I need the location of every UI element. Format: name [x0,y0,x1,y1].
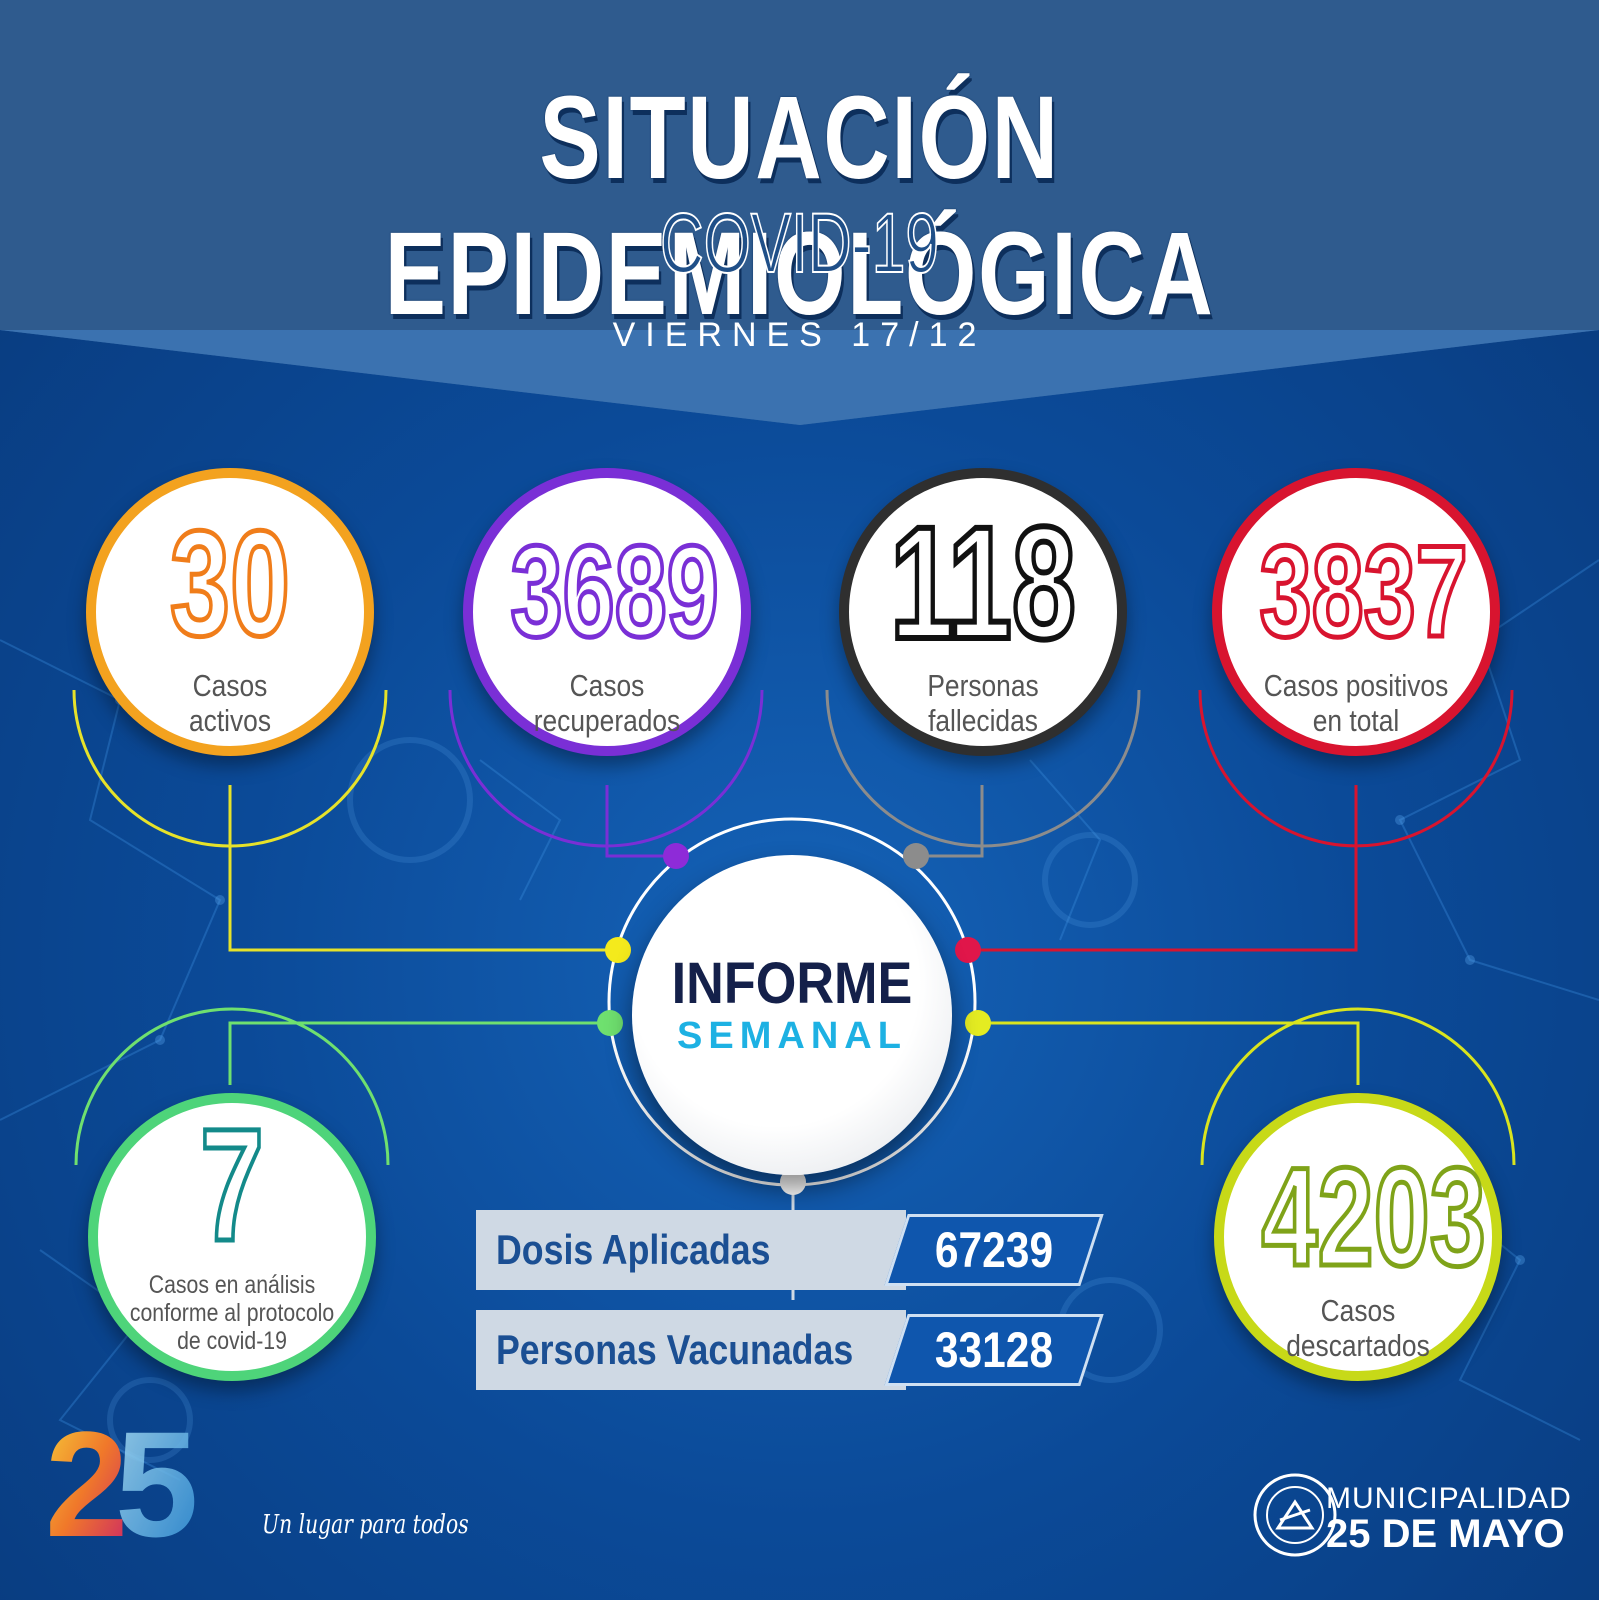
municipality-seal-icon [1253,1473,1337,1557]
hub-title: INFORME [671,951,913,1016]
stat-in-analysis-label-2: conforme al protocolo [129,1299,335,1327]
stat-deceased-label-1: Personas [927,668,1039,703]
logo-25-digit-5: 5 [115,1400,198,1548]
header-banner [0,0,1599,425]
people-vaccinated-label: Personas Vacunadas [496,1326,854,1373]
stat-discarded-value: 4203 [1260,1138,1488,1295]
slogan: Un lugar para todos [262,1510,469,1540]
municipality-name-line1: MUNICIPALIDAD [1326,1482,1572,1515]
page-title: SITUACIÓN EPIDEMIOLÓGICA [384,72,1215,340]
stat-in-analysis-label-1: Casos en análisis [148,1271,316,1299]
stat-total-positive-value: 3837 [1258,518,1470,664]
stat-in-analysis: 7 Casos en análisis conforme al protocolo… [88,1093,376,1381]
stat-total-positive-label-2: en total [1312,703,1400,738]
stat-active-cases: 30 Casos activos [86,468,374,756]
stat-recovered-cases: 3689 Casos recuperados [463,468,751,756]
stat-recovered-value: 3689 [509,518,721,664]
logo-25: 2 5 [45,1400,198,1548]
stat-deceased-label-2: fallecidas [928,703,1038,738]
stat-total-positive-label-1: Casos positivos [1263,668,1449,703]
stat-active-value: 30 [168,499,292,667]
stat-in-analysis-value: 7 [198,1095,266,1274]
weekly-report-hub: INFORME SEMANAL [632,855,952,1175]
stat-recovered-label-1: Casos [569,668,645,703]
page-subtitle: COVID-19 [659,195,939,291]
report-date: VIERNES 17/12 [612,316,987,354]
logo-25-digit-2: 2 [45,1400,128,1548]
doses-applied-value: 67239 [934,1222,1054,1278]
stat-discarded-label-1: Casos [1320,1293,1396,1328]
stat-in-analysis-label-3: de covid-19 [177,1327,287,1355]
stat-deceased-value: 118 [888,493,1078,672]
municipality-name-line2: 25 DE MAYO [1326,1512,1565,1556]
stat-discarded-label-2: descartados [1286,1328,1430,1363]
stat-total-positive: 3837 Casos positivos en total [1212,468,1500,756]
stat-active-label-1: Casos [192,668,268,703]
stat-deceased: 118 Personas fallecidas [839,468,1127,756]
hub-subtitle: SEMANAL [677,1015,907,1057]
stat-discarded: 4203 Casos descartados [1214,1093,1502,1381]
doses-applied-label: Dosis Aplicadas [496,1226,771,1273]
people-vaccinated-value: 33128 [934,1322,1054,1378]
stat-recovered-label-2: recuperados [533,703,681,738]
stat-active-label-2: activos [188,703,271,738]
